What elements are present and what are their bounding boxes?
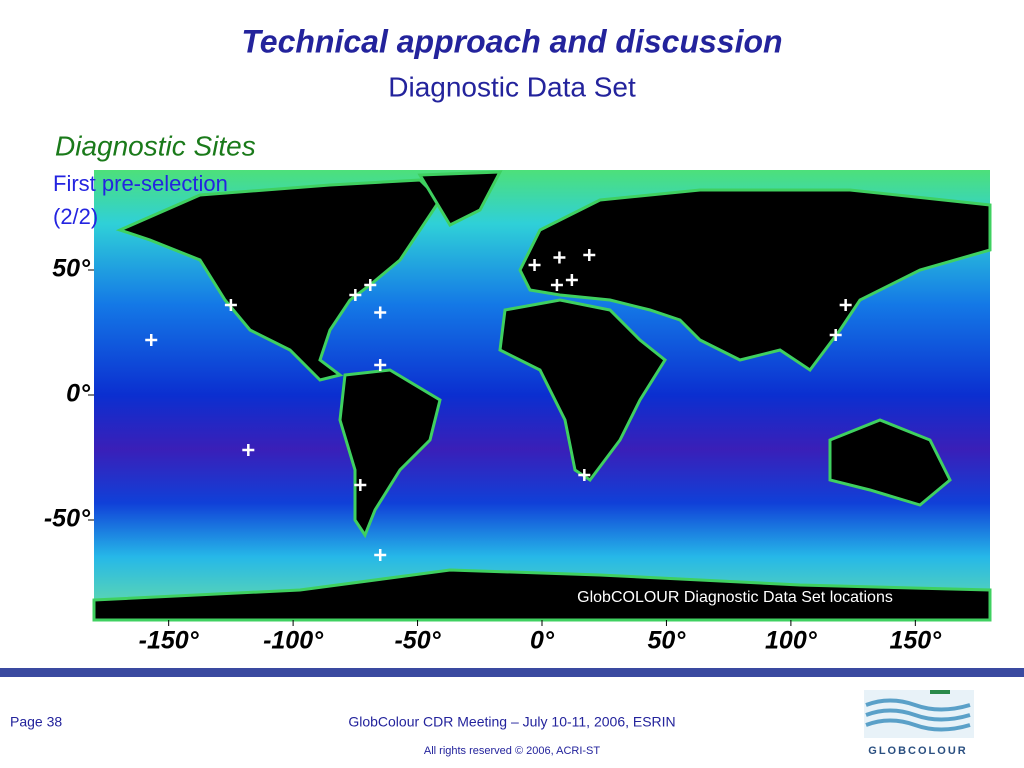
map-caption: GlobCOLOUR Diagnostic Data Set locations [577,589,893,606]
africa [498,298,667,483]
site-marker [374,306,387,319]
site-marker [224,299,237,311]
y-tick-label: 50° [52,255,91,283]
x-tick-label: -50° [394,627,441,655]
x-tick-label: 50° [648,627,687,655]
site-marker [829,329,842,341]
site-marker [528,259,541,271]
x-tick-label: -100° [263,627,324,655]
site-marker [364,279,377,291]
logo-accent [930,690,950,694]
site-marker [374,359,387,371]
australia [828,418,952,507]
site-marker [583,249,596,261]
logo-text: GLOBCOLOUR [868,745,967,757]
x-tick-label: 100° [765,627,818,655]
logo: GLOBCOLOUR [864,690,974,757]
site-marker [839,299,852,311]
logo-waves [865,698,971,732]
site-marker [349,289,362,301]
meeting: GlobColour CDR Meeting – July 10-11, 200… [348,714,675,730]
logo-box [864,690,974,738]
site-marker [550,279,563,291]
copyright: All rights reserved © 2006, ACRI-ST [424,745,601,757]
subtitle: Diagnostic Data Set [388,71,636,102]
site-marker [242,444,255,456]
site-marker [145,334,158,346]
y-tick-label: -50° [44,505,91,533]
x-tick-label: 0° [530,627,555,655]
site-marker [354,479,367,491]
south-america [338,368,442,539]
antarctica [92,568,992,622]
y-tick-label: 0° [66,380,91,408]
map: GlobCOLOUR Diagnostic Data Set locations [92,170,992,622]
eurasia [518,188,992,373]
site-marker [374,549,387,561]
site-marker [578,469,591,481]
north-america [115,178,442,382]
site-marker [565,274,578,286]
footer-rule [0,668,1024,677]
title: Technical approach and discussion [241,23,782,59]
section-subheading: First pre-selection [53,171,228,196]
site-marker [553,251,566,264]
x-tick-label: -150° [139,627,200,655]
land [92,170,992,622]
section-subheading: (2/2) [53,204,98,229]
greenland [417,170,503,227]
x-tick-label: 150° [889,627,942,655]
section-heading: Diagnostic Sites [55,130,256,161]
page-number: Page 38 [10,714,62,730]
